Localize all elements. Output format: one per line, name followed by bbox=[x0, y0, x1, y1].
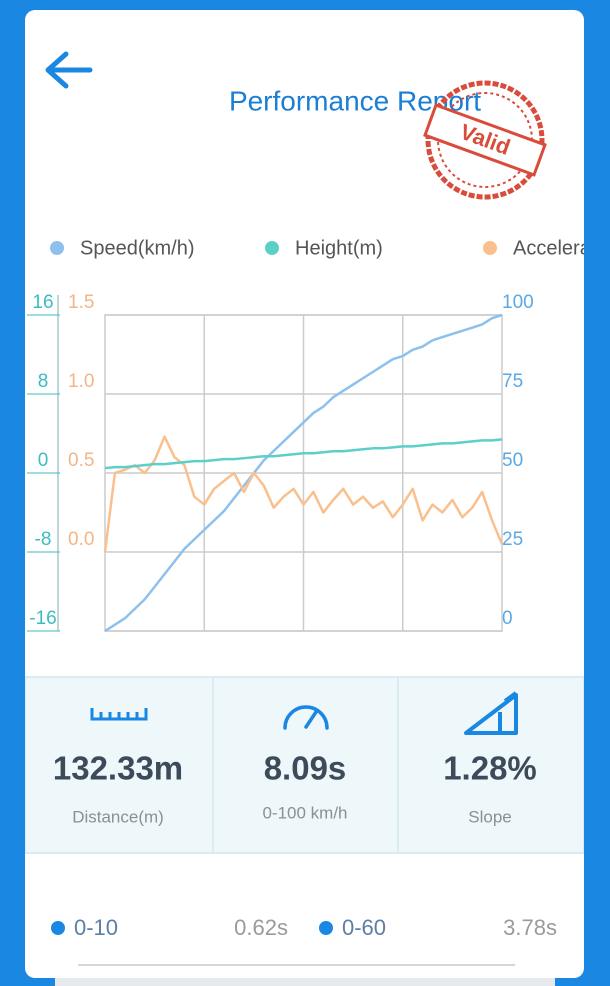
slope-icon bbox=[464, 691, 518, 735]
splits: 0-10 0.62s 0-60 3.78s bbox=[51, 915, 557, 940]
stat-label: Distance(m) bbox=[72, 807, 164, 826]
stat-value: 132.33m bbox=[53, 750, 183, 787]
y-tick-label: 0 bbox=[38, 450, 49, 471]
series-line bbox=[103, 435, 504, 553]
split-dot bbox=[51, 921, 65, 935]
split-dot bbox=[319, 921, 333, 935]
legend-label: Height(m) bbox=[295, 237, 383, 259]
legend-dot bbox=[50, 241, 64, 255]
gauge-icon bbox=[283, 705, 329, 730]
legend-dot bbox=[483, 241, 497, 255]
y-tick-label: 16 bbox=[32, 292, 53, 313]
y-tick-label: 1.0 bbox=[68, 371, 94, 392]
chart: -16 -8 0 8 16 0 25 50 75 100 0.0 0.5 1.0 1.5 Speed(km/… bbox=[27, 237, 610, 633]
ruler-icon bbox=[90, 708, 148, 721]
split-time: 0.62s bbox=[234, 915, 288, 940]
stat-value: 8.09s bbox=[264, 750, 347, 787]
y-tick-label: 0.5 bbox=[68, 450, 94, 471]
split-time: 3.78s bbox=[503, 915, 557, 940]
legend-dot bbox=[265, 241, 279, 255]
stats: 132.33m Distance(m) 8.09s 0-100 km/h 1.28% Sl… bbox=[53, 750, 537, 827]
y-tick-label: 50 bbox=[502, 450, 523, 471]
legend-label: Speed(km/h) bbox=[80, 237, 195, 259]
y-tick-label: 100 bbox=[502, 292, 534, 313]
legend-label: Acceleration(g) bbox=[513, 237, 610, 259]
y-tick-label: 75 bbox=[502, 371, 523, 392]
y-tick-label: -16 bbox=[29, 608, 56, 629]
split-label: 0-10 bbox=[74, 915, 118, 940]
y-tick-label: 0.0 bbox=[68, 529, 94, 550]
stat-value: 1.28% bbox=[443, 750, 537, 787]
split-label: 0-60 bbox=[342, 915, 386, 940]
valid-stamp: Valid bbox=[423, 80, 547, 200]
y-tick-label: -8 bbox=[35, 529, 52, 550]
stat-label: 0-100 km/h bbox=[262, 803, 347, 822]
series-line bbox=[104, 313, 503, 633]
y-tick-label: 25 bbox=[502, 529, 523, 550]
card-content: Performance Report Valid -16-80816025507… bbox=[25, 51, 610, 966]
stat-label: Slope bbox=[468, 807, 511, 826]
y-tick-label: 1.5 bbox=[68, 292, 94, 313]
series-line bbox=[104, 438, 503, 470]
y-tick-label: 0 bbox=[502, 608, 513, 629]
back-button[interactable] bbox=[45, 51, 93, 89]
y-tick-label: 8 bbox=[38, 371, 49, 392]
